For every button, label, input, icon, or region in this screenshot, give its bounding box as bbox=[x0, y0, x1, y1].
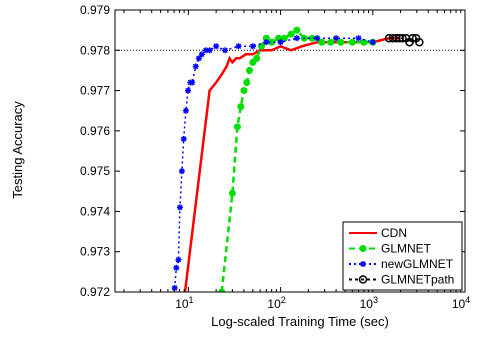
data-point-glmnet bbox=[360, 38, 368, 46]
legend-marker bbox=[359, 245, 367, 252]
data-point-newglmnet bbox=[235, 43, 242, 50]
data-point-glmnetpath bbox=[408, 33, 417, 43]
y-tick-label: 0.979 bbox=[80, 3, 110, 17]
data-point-glmnet bbox=[240, 87, 248, 95]
x-tick-label: 101 bbox=[175, 295, 193, 311]
data-point-newglmnet bbox=[213, 43, 220, 50]
data-point-glmnet bbox=[243, 79, 251, 87]
data-point-glmnet bbox=[268, 38, 276, 46]
y-tick-label: 0.976 bbox=[80, 124, 110, 138]
legend-marker bbox=[358, 275, 368, 284]
legend-label-newglmnet: newGLMNET bbox=[381, 257, 454, 271]
data-point-newglmnet bbox=[189, 79, 196, 86]
y-tick-label: 0.977 bbox=[80, 84, 110, 98]
legend-label-glmnetpath: GLMNETpath bbox=[381, 273, 454, 287]
axes: 0.972 0.973 0.974 0.975 0.976 0.977 0.978 0.979… bbox=[80, 3, 470, 311]
data-point-glmnet bbox=[218, 288, 226, 292]
data-point-newglmnet bbox=[192, 63, 199, 70]
y-tick-label: 0.975 bbox=[80, 164, 110, 178]
data-point-glmnet bbox=[287, 30, 295, 38]
x-tick-label: 103 bbox=[360, 295, 378, 311]
data-point-newglmnet bbox=[182, 107, 189, 114]
data-point-glmnet bbox=[245, 66, 253, 74]
data-point-glmnet bbox=[337, 38, 345, 46]
x-tick-label: 104 bbox=[452, 295, 470, 311]
data-point-newglmnet bbox=[184, 87, 191, 94]
data-point-glmnet bbox=[228, 189, 236, 197]
data-point-newglmnet bbox=[293, 35, 300, 42]
data-point-newglmnet bbox=[333, 35, 340, 42]
data-point-glmnet bbox=[318, 38, 326, 46]
data-point-newglmnet bbox=[171, 284, 178, 291]
legend-label-cdn: CDN bbox=[381, 226, 407, 240]
data-point-newglmnet bbox=[176, 204, 183, 211]
y-tick-label: 0.978 bbox=[80, 43, 110, 57]
data-point-newglmnet bbox=[355, 35, 362, 42]
data-point-glmnetpath bbox=[398, 33, 407, 43]
data-point-newglmnet bbox=[175, 256, 182, 263]
x-tick-label: 102 bbox=[267, 295, 285, 311]
y-tick-label: 0.974 bbox=[80, 204, 110, 218]
legend-label-glmnet: GLMNET bbox=[381, 242, 432, 256]
data-point-glmnet bbox=[327, 38, 335, 46]
data-point-glmnet bbox=[308, 34, 316, 42]
data-point-glmnetpath bbox=[392, 33, 401, 43]
legend-marker bbox=[360, 261, 366, 267]
data-point-newglmnet bbox=[206, 47, 213, 54]
axes-frame bbox=[114, 9, 466, 293]
data-point-newglmnet bbox=[222, 47, 229, 54]
plot-area bbox=[115, 26, 465, 292]
y-axis-label: Testing Accuracy bbox=[10, 101, 25, 199]
data-point-newglmnet bbox=[195, 55, 202, 62]
data-point-newglmnet bbox=[198, 51, 205, 58]
data-point-glmnet bbox=[293, 26, 301, 34]
data-point-glmnetpath bbox=[415, 37, 424, 47]
data-point-newglmnet bbox=[180, 135, 187, 142]
series-group bbox=[171, 26, 424, 292]
data-point-newglmnet bbox=[173, 264, 180, 271]
data-point-newglmnet bbox=[314, 35, 321, 42]
data-point-newglmnet bbox=[277, 39, 284, 46]
data-point-newglmnet bbox=[263, 39, 270, 46]
y-tick-label: 0.972 bbox=[80, 285, 110, 299]
data-point-glmnet bbox=[253, 54, 261, 62]
data-point-glmnet bbox=[348, 38, 356, 46]
data-point-newglmnet bbox=[178, 168, 185, 175]
data-point-glmnet bbox=[233, 123, 241, 131]
y-tick-label: 0.973 bbox=[80, 245, 110, 259]
data-point-glmnet bbox=[237, 103, 245, 111]
x-axis-label: Log-scaled Training Time (sec) bbox=[211, 314, 389, 329]
data-point-newglmnet bbox=[369, 39, 376, 46]
data-point-newglmnet bbox=[249, 43, 256, 50]
